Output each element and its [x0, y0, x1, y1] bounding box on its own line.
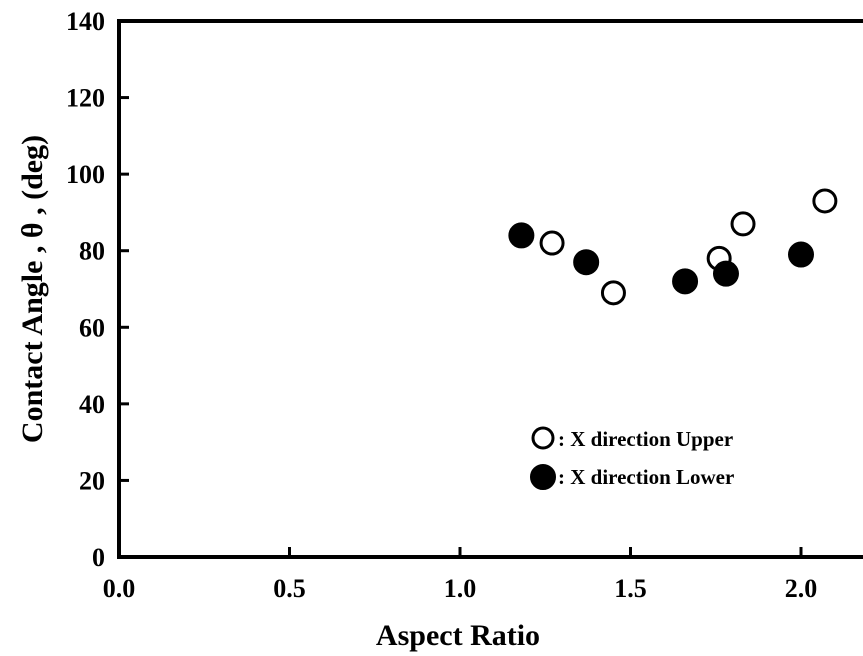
- y-tick-label: 40: [79, 390, 105, 419]
- data-point-lower: [573, 249, 600, 276]
- y-axis-title: Contact Angle , θ , (deg): [16, 135, 49, 443]
- x-tick-label: 1.5: [614, 574, 647, 603]
- y-tick-label: 0: [92, 543, 105, 572]
- x-tick-label: 0.5: [273, 574, 306, 603]
- y-tick-label: 120: [66, 84, 105, 113]
- legend: : X direction Upper : X direction Lower: [530, 426, 734, 490]
- y-tick-label: 20: [79, 466, 105, 495]
- plot-frame: [117, 19, 863, 559]
- data-point-lower: [788, 241, 814, 268]
- x-axis-title: Aspect Ratio: [376, 619, 540, 652]
- x-tick-label: 1.0: [444, 574, 477, 603]
- data-point-lower: [672, 268, 699, 295]
- data-point-upper: [600, 280, 626, 306]
- legend-label-lower: : X direction Lower: [558, 465, 734, 489]
- y-tick-label: 100: [66, 160, 105, 189]
- y-tick-label: 80: [79, 237, 105, 266]
- x-tick-label: 2.0: [785, 574, 818, 603]
- legend-label-upper: : X direction Upper: [558, 427, 733, 451]
- data-point-upper: [730, 211, 756, 237]
- y-tick-label: 140: [66, 7, 105, 36]
- y-axis-ticks: 0 20 40 60 80 100 120 140: [66, 7, 129, 572]
- data-point-lower: [712, 260, 739, 287]
- data-point-lower: [508, 222, 535, 249]
- x-tick-label: 0.0: [103, 574, 136, 603]
- y-tick-label: 60: [79, 313, 105, 342]
- data-points: [508, 188, 838, 306]
- legend-marker-upper: [531, 426, 555, 450]
- legend-marker-lower: [530, 464, 556, 490]
- x-axis-ticks: 0.0 0.5 1.0 1.5 2.0: [103, 547, 818, 603]
- data-point-upper: [539, 230, 565, 256]
- data-point-upper: [812, 188, 838, 214]
